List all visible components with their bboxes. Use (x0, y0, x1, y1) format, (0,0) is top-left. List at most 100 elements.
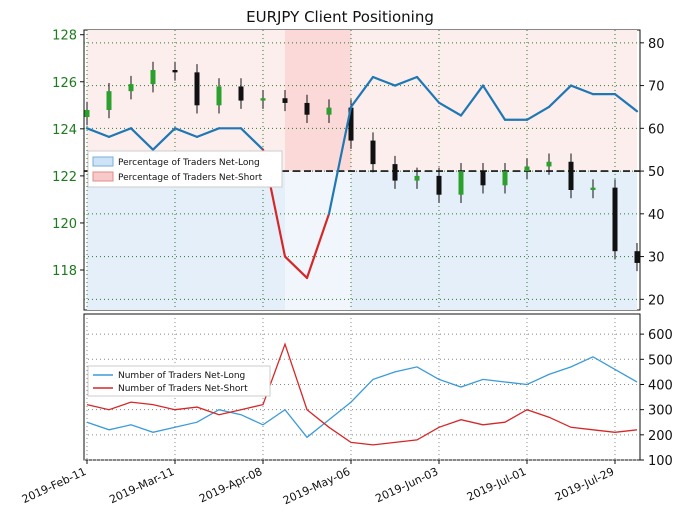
band-upper (263, 30, 285, 172)
candle-body (216, 86, 222, 106)
band-upper (373, 30, 395, 172)
candle-body (568, 161, 574, 190)
band-upper (285, 30, 307, 172)
right-tick-label: 20 (648, 293, 665, 308)
x-tick-label: 2019-Jul-01 (465, 465, 528, 504)
pct-segment (107, 127, 133, 138)
legend-swatch-net-long-pct (92, 156, 114, 167)
candle-body (590, 187, 596, 190)
right-tick-label: 300 (648, 404, 673, 419)
band-upper (483, 30, 505, 172)
band-lower (175, 171, 197, 310)
right-tick-label: 400 (648, 378, 673, 393)
band-lower (395, 171, 417, 310)
band-lower (131, 171, 153, 310)
bottom-right-axis-ticks: 100 200 300 400 500 600 (640, 328, 673, 469)
band-lower (241, 171, 263, 310)
band-lower (285, 171, 307, 310)
candle-body (502, 171, 508, 186)
x-tick-label: 2019-Jun-03 (373, 465, 440, 505)
pct-segment (283, 255, 309, 280)
pct-segment (305, 212, 331, 280)
band-lower (307, 171, 329, 310)
right-tick-label: 500 (648, 353, 673, 368)
legend-label-net-short-count: Number of Traders Net-Short (118, 384, 248, 394)
band-upper (197, 30, 219, 172)
pct-segment (613, 93, 639, 113)
candle-body (128, 84, 134, 92)
right-tick-label: 80 (648, 37, 665, 52)
pct-segment (85, 127, 111, 138)
band-upper (395, 30, 417, 172)
pct-segment (525, 105, 551, 121)
band-lower (263, 171, 285, 310)
top-panel-shading (87, 30, 637, 310)
band-upper (219, 30, 241, 172)
right-tick-label: 600 (648, 328, 673, 343)
pct-segment (393, 75, 419, 87)
candle-body (282, 98, 288, 103)
band-upper (175, 30, 197, 172)
candle-body (392, 164, 398, 181)
pct-segment (195, 127, 221, 138)
band-upper (87, 30, 109, 172)
right-tick-label: 40 (648, 208, 665, 223)
right-tick-label: 100 (648, 454, 673, 469)
band-upper (131, 30, 153, 172)
bottom-panel-series (86, 342, 638, 446)
net-long-count-line (86, 356, 638, 439)
x-tick-label: 2019-Feb-11 (20, 465, 88, 506)
band-lower (461, 171, 483, 310)
band-upper (593, 30, 615, 172)
pct-segment (547, 84, 573, 109)
pct-segment (481, 84, 507, 121)
left-tick-label: 118 (52, 264, 77, 279)
x-tick-label: 2019-May-06 (281, 465, 352, 507)
right-tick-label: 60 (648, 122, 665, 137)
band-upper (505, 30, 527, 172)
pct-segment (437, 101, 463, 117)
x-tick-label: 2019-Mar-11 (107, 465, 176, 506)
band-lower (417, 171, 439, 310)
price-candles (84, 61, 640, 272)
band-upper (549, 30, 571, 172)
band-lower (615, 171, 637, 310)
x-axis-ticks: 2019-Feb-11 2019-Mar-11 2019-Apr-08 2019-Ma… (20, 460, 616, 507)
x-tick-label: 2019-Apr-08 (197, 465, 264, 506)
right-tick-label: 30 (648, 251, 665, 266)
top-panel: 118 120 122 124 126 128 20 30 40 50 60 70 80 Percen… (52, 29, 665, 311)
band-upper (351, 30, 373, 172)
candle-body (634, 251, 640, 263)
band-lower (219, 171, 241, 310)
left-tick-label: 122 (52, 170, 77, 185)
x-tick-label: 2019-Jul-29 (553, 465, 616, 504)
top-legend-box (87, 150, 283, 188)
right-tick-label: 200 (648, 429, 673, 444)
band-lower (505, 171, 527, 310)
right-axis-ticks: 20 30 40 50 60 70 80 (640, 37, 665, 308)
bottom-legend-box (87, 365, 271, 397)
candle-body (172, 70, 178, 73)
band-lower (373, 171, 395, 310)
pct-segment (371, 75, 397, 87)
candle-body (436, 175, 442, 195)
band-upper (417, 30, 439, 172)
pct-segment (129, 127, 155, 151)
band-upper (527, 30, 549, 172)
candle-body (260, 98, 266, 101)
band-upper (439, 30, 461, 172)
top-legend: Percentage of Traders Net-Long Percentag… (87, 150, 283, 188)
band-lower (439, 171, 461, 310)
band-upper (571, 30, 593, 172)
candle-body (458, 171, 464, 195)
band-lower (329, 171, 351, 310)
pct-segment (239, 127, 265, 151)
band-lower (87, 171, 109, 310)
candle-body (612, 187, 618, 252)
band-upper (615, 30, 637, 172)
band-upper (153, 30, 175, 172)
band-lower (571, 171, 593, 310)
right-tick-label: 50 (648, 165, 665, 180)
pct-segment (327, 105, 353, 215)
